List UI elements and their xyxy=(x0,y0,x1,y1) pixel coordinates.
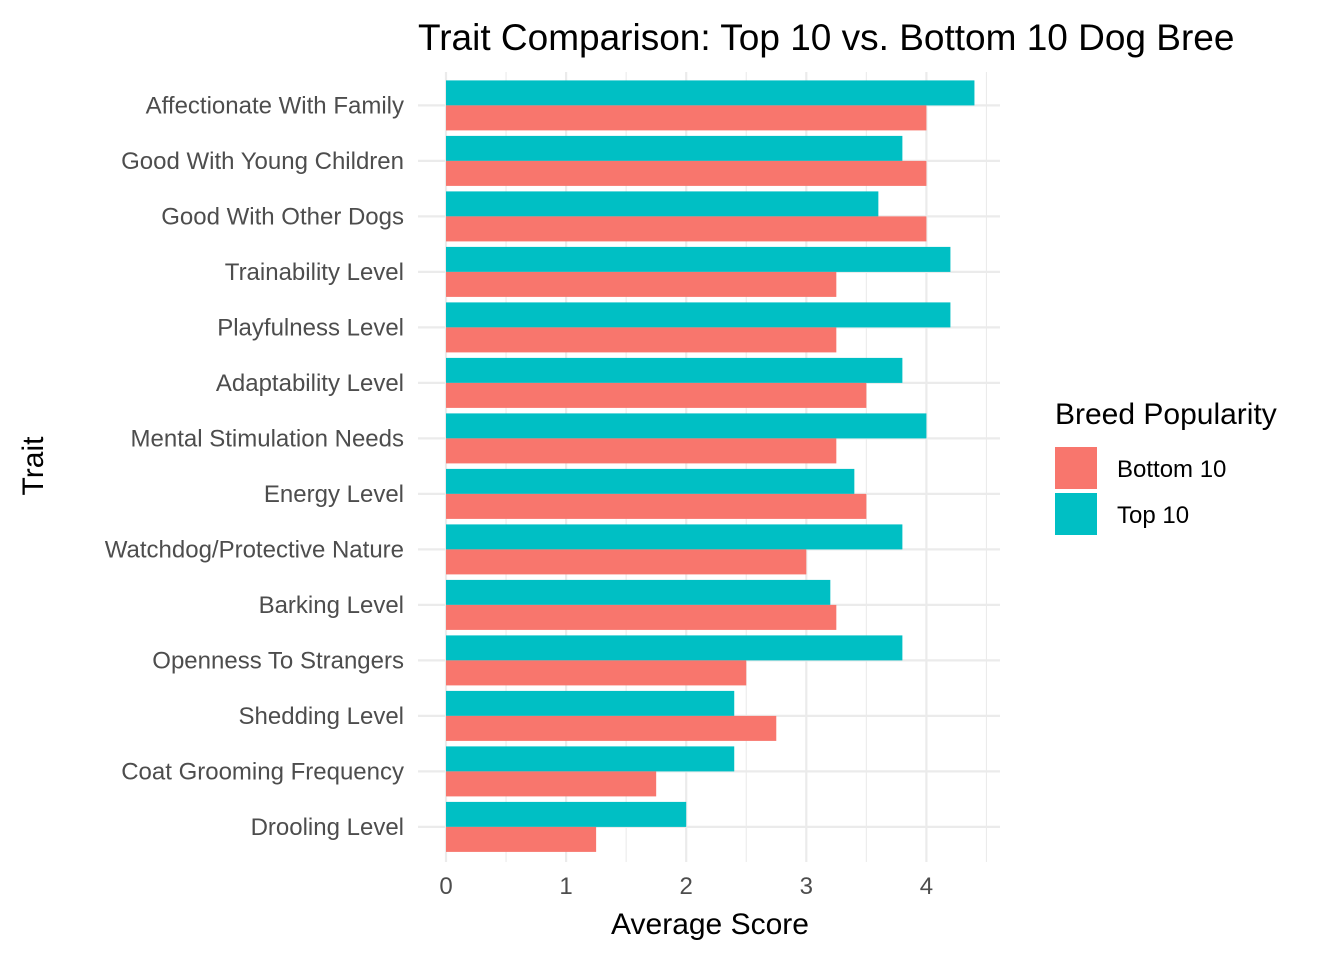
bar-bottom-10 xyxy=(446,271,837,297)
y-axis-title: Trait xyxy=(17,436,50,496)
x-tick-label: 4 xyxy=(920,873,933,900)
bar-bottom-10 xyxy=(446,160,927,186)
legend-label-top-10: Top 10 xyxy=(1117,502,1189,529)
legend: Breed Popularity Bottom 10 Top 10 xyxy=(1055,398,1277,535)
legend-swatch-bottom-10 xyxy=(1055,447,1097,489)
bar-bottom-10 xyxy=(446,660,747,686)
bar-top-10 xyxy=(446,579,831,605)
bar-bottom-10 xyxy=(446,105,927,131)
bar-top-10 xyxy=(446,524,903,550)
bar-top-10 xyxy=(446,690,735,716)
y-tick-labels: Affectionate With Family Good With Young … xyxy=(105,92,404,841)
y-tick-label: Adaptability Level xyxy=(216,370,404,397)
x-tick-label: 3 xyxy=(800,873,813,900)
bar-bottom-10 xyxy=(446,826,597,852)
y-tick-label: Barking Level xyxy=(259,592,404,619)
bar-top-10 xyxy=(446,135,903,161)
x-tick-label: 2 xyxy=(680,873,693,900)
bar-top-10 xyxy=(446,191,879,217)
bar-top-10 xyxy=(446,468,855,494)
bar-bottom-10 xyxy=(446,438,837,464)
bar-top-10 xyxy=(446,413,927,439)
legend-label-bottom-10: Bottom 10 xyxy=(1117,456,1226,483)
bar-top-10 xyxy=(446,635,903,661)
x-axis-title: Average Score xyxy=(611,908,809,941)
y-tick-label: Shedding Level xyxy=(239,703,404,730)
y-tick-label: Playfulness Level xyxy=(217,314,404,341)
y-tick-label: Affectionate With Family xyxy=(146,92,404,119)
bar-bottom-10 xyxy=(446,382,867,408)
bar-top-10 xyxy=(446,246,951,272)
legend-swatch-top-10 xyxy=(1055,493,1097,535)
bar-bottom-10 xyxy=(446,327,837,353)
x-tick-label: 0 xyxy=(439,873,452,900)
chart-title: Trait Comparison: Top 10 vs. Bottom 10 D… xyxy=(418,17,1234,58)
y-tick-label: Watchdog/Protective Nature xyxy=(105,536,404,563)
x-tick-labels: 0 1 2 3 4 xyxy=(439,873,933,900)
bar-top-10 xyxy=(446,302,951,328)
bar-bottom-10 xyxy=(446,604,837,630)
bar-bottom-10 xyxy=(446,549,807,575)
bar-top-10 xyxy=(446,746,735,772)
bar-bottom-10 xyxy=(446,771,657,797)
grid xyxy=(418,72,1000,862)
bar-bottom-10 xyxy=(446,715,777,741)
x-tick-label: 1 xyxy=(559,873,572,900)
y-tick-label: Mental Stimulation Needs xyxy=(131,425,404,452)
bar-top-10 xyxy=(446,80,975,106)
bar-bottom-10 xyxy=(446,216,927,242)
y-tick-label: Energy Level xyxy=(264,481,404,508)
y-tick-label: Good With Young Children xyxy=(121,148,404,175)
y-tick-label: Good With Other Dogs xyxy=(161,203,404,230)
legend-title: Breed Popularity xyxy=(1055,398,1277,431)
y-tick-label: Coat Grooming Frequency xyxy=(121,758,404,785)
bar-top-10 xyxy=(446,801,687,827)
y-tick-label: Trainability Level xyxy=(225,259,404,286)
bars xyxy=(446,80,975,852)
bar-bottom-10 xyxy=(446,493,867,519)
bar-top-10 xyxy=(446,357,903,383)
y-tick-label: Openness To Strangers xyxy=(152,647,404,674)
y-tick-label: Drooling Level xyxy=(251,814,404,841)
